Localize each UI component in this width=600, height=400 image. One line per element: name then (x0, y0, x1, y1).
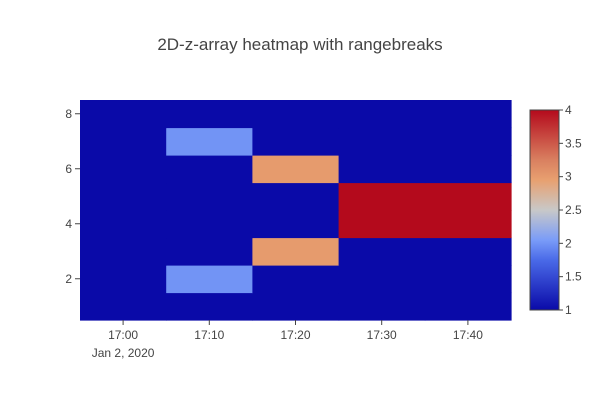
heatmap-cell (424, 237, 512, 266)
heatmap-cell (424, 155, 512, 184)
heatmap-cell (252, 155, 340, 184)
colorbar-tick-label: 2.5 (565, 203, 582, 217)
x-tick-label: 17:30 (367, 328, 397, 342)
heatmap-cell (166, 155, 253, 184)
heatmap-cell (424, 265, 512, 294)
x-tick-label: 17:10 (194, 328, 224, 342)
y-tick-label: 6 (65, 162, 72, 176)
heatmap-cell (80, 292, 167, 321)
y-tick-label: 4 (65, 217, 72, 231)
x-tick-label: 17:00 (108, 328, 138, 342)
heatmap-cells (80, 100, 512, 321)
heatmap-cell (166, 100, 253, 129)
heatmap-cell (338, 237, 426, 266)
heatmap-cell (252, 182, 340, 211)
heatmap-cell (80, 265, 167, 294)
heatmap-cell (338, 182, 426, 211)
heatmap-cell (166, 237, 253, 266)
x-axis: 17:00 17:10 17:20 17:30 17:40 Jan 2, 2020 (92, 320, 483, 360)
heatmap-cell (166, 127, 253, 156)
colorbar-tick-label: 2 (565, 236, 572, 250)
heatmap-cell (166, 292, 253, 321)
heatmap-cell (80, 100, 167, 129)
heatmap-cell (80, 155, 167, 184)
y-tick-label: 2 (65, 272, 72, 286)
colorbar-tick-label: 3 (565, 170, 572, 184)
heatmap-cell (424, 292, 512, 321)
colorbar-gradient (529, 109, 560, 311)
colorbar-tick-label: 3.5 (565, 136, 582, 150)
heatmap-cell (80, 182, 167, 211)
colorbar: 1 1.5 2 2.5 3 3.5 4 (529, 103, 582, 317)
heatmap-cell (338, 292, 426, 321)
x-tick-label: 17:40 (453, 328, 483, 342)
heatmap-cell (338, 155, 426, 184)
x-tick-sublabel: Jan 2, 2020 (92, 346, 155, 360)
heatmap-cell (424, 210, 512, 239)
heatmap-cell (80, 210, 167, 239)
heatmap-cell (80, 237, 167, 266)
heatmap-cell (166, 265, 253, 294)
heatmap-cell (252, 265, 340, 294)
heatmap-cell (338, 100, 426, 129)
heatmap-cell (424, 100, 512, 129)
colorbar-tick-label: 1.5 (565, 270, 582, 284)
chart-title: 2D-z-array heatmap with rangebreaks (157, 35, 442, 54)
heatmap-cell (80, 127, 167, 156)
heatmap-cell (252, 100, 340, 129)
colorbar-tick-label: 4 (565, 103, 572, 117)
heatmap-cell (424, 127, 512, 156)
heatmap-cell (166, 210, 253, 239)
heatmap-cell (252, 210, 340, 239)
heatmap-cell (166, 182, 253, 211)
heatmap-cell (338, 210, 426, 239)
heatmap-cell (338, 127, 426, 156)
x-tick-label: 17:20 (280, 328, 310, 342)
heatmap-cell (424, 182, 512, 211)
colorbar-tick-label: 1 (565, 303, 572, 317)
heatmap-cell (252, 237, 340, 266)
heatmap-cell (338, 265, 426, 294)
y-axis: 2 4 6 8 (65, 107, 80, 286)
heatmap-cell (252, 127, 340, 156)
heatmap-cell (252, 292, 340, 321)
y-tick-label: 8 (65, 107, 72, 121)
